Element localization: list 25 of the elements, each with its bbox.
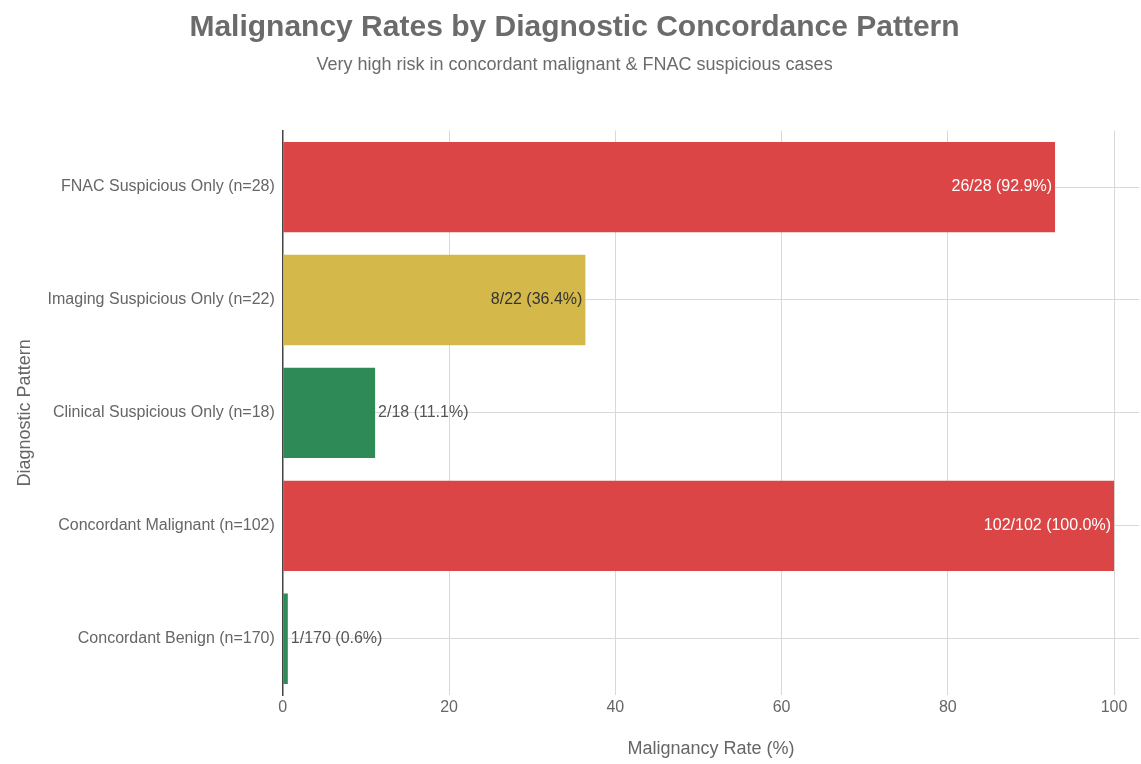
bar [283,141,1056,233]
y-tick-label: Concordant Malignant (n=102) [58,516,275,534]
y-axis-title: Diagnostic Pattern [13,339,34,487]
data-label: 8/22 (36.4%) [490,290,583,308]
y-tick-label: FNAC Suspicious Only (n=28) [60,177,275,195]
chart-subtitle: Very high risk in concordant malignant & FNAC suspicious cases [316,53,833,74]
data-label: 102/102 (100.0%) [983,516,1112,534]
x-axis-title: Malignancy Rate (%) [627,738,795,759]
x-tick-label: 100 [1100,698,1128,716]
chart-title: Malignancy Rates by Diagnostic Concordance Pattern [189,9,960,43]
y-tick-label: Concordant Benign (n=170) [77,629,275,647]
x-tick-label: 60 [772,698,791,716]
x-tick-label: 80 [938,698,957,716]
x-tick-label: 40 [606,698,625,716]
y-tick-label: Imaging Suspicious Only (n=22) [47,290,275,308]
data-label: 2/18 (11.1%) [378,403,469,421]
data-label: 26/28 (92.9%) [951,177,1053,195]
bar [283,367,376,459]
bar [283,593,288,684]
bar [283,480,1115,571]
x-tick-label: 20 [440,698,459,716]
bar [283,254,586,346]
x-tick-label: 0 [278,698,288,716]
data-label: 1/170 (0.6%) [290,629,383,647]
y-tick-label: Clinical Suspicious Only (n=18) [52,403,275,421]
